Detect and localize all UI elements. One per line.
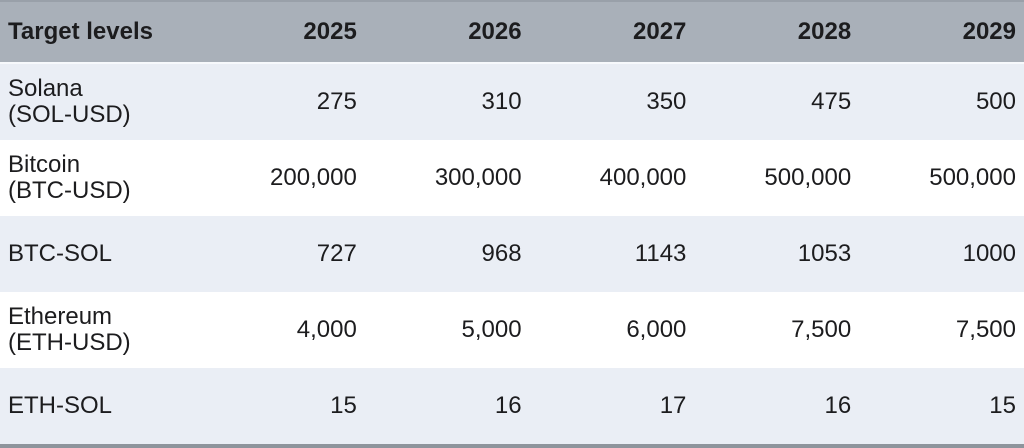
value-cell: 200,000 — [270, 164, 357, 191]
row-label: ETH-SOL — [0, 368, 200, 444]
value-cell: 16 — [824, 392, 852, 419]
value-cell: 1053 — [797, 240, 852, 267]
table-row-eth-sol: ETH-SOL 15 16 17 16 15 — [0, 368, 1024, 444]
value-cell: 300,000 — [434, 164, 522, 191]
table-row-solana: Solana (SOL-USD) 275 310 350 475 500 — [0, 64, 1024, 140]
value-cell: 7,500 — [955, 316, 1016, 343]
asset-ticker: (SOL-USD) — [8, 101, 131, 128]
asset-ticker: (ETH-USD) — [8, 329, 131, 356]
year-column-header-2: 2026 — [468, 18, 522, 45]
table-title: Target levels — [8, 18, 153, 45]
value-cell: 500,000 — [764, 164, 852, 191]
value-cell: 16 — [494, 392, 522, 419]
asset-name: ETH-SOL — [8, 392, 113, 419]
value-cell: 5,000 — [461, 316, 522, 343]
value-cell: 4,000 — [296, 316, 357, 343]
value-cell: 475 — [811, 88, 852, 115]
year-column-header-1: 2025 — [303, 18, 357, 45]
value-cell: 15 — [330, 392, 357, 419]
value-cell: 310 — [481, 88, 522, 115]
asset-name: Solana — [8, 75, 83, 102]
value-cell: 1000 — [962, 240, 1016, 267]
value-cell: 15 — [989, 392, 1016, 419]
table-header-row: Target levels 2025 2026 2027 2028 2029 — [0, 2, 1024, 64]
year-column-header-4: 2028 — [797, 18, 852, 45]
asset-name: BTC-SOL — [8, 240, 113, 267]
year-column-header-5: 2029 — [962, 18, 1016, 45]
value-cell: 275 — [316, 88, 357, 115]
value-cell: 17 — [659, 392, 687, 419]
value-cell: 7,500 — [791, 316, 852, 343]
year-column-header-3: 2027 — [633, 18, 687, 45]
value-cell: 400,000 — [599, 164, 687, 191]
value-cell: 350 — [646, 88, 687, 115]
row-label: BTC-SOL — [0, 216, 200, 292]
value-cell: 727 — [316, 240, 357, 267]
value-cell: 968 — [481, 240, 522, 267]
table-row-bitcoin: Bitcoin (BTC-USD) 200,000 300,000 400,00… — [0, 140, 1024, 216]
table-row-btc-sol: BTC-SOL 727 968 1143 1053 1000 — [0, 216, 1024, 292]
row-label: Ethereum (ETH-USD) — [0, 292, 200, 368]
table-row-ethereum: Ethereum (ETH-USD) 4,000 5,000 6,000 7,5… — [0, 292, 1024, 368]
row-label: Solana (SOL-USD) — [0, 64, 200, 140]
value-cell: 1143 — [634, 240, 687, 267]
asset-ticker: (BTC-USD) — [8, 177, 131, 204]
asset-name: Bitcoin — [8, 151, 81, 178]
value-cell: 6,000 — [626, 316, 687, 343]
asset-name: Ethereum — [8, 303, 113, 330]
value-cell: 500,000 — [929, 164, 1016, 191]
value-cell: 500 — [975, 88, 1016, 115]
row-label: Bitcoin (BTC-USD) — [0, 140, 200, 216]
